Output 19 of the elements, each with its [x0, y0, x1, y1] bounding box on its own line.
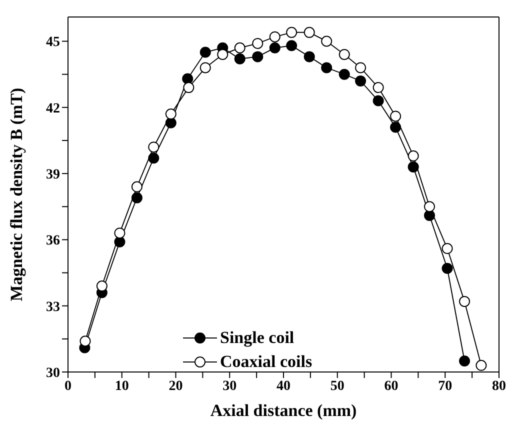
y-tick-label: 42 — [46, 101, 60, 116]
y-tick-label: 39 — [46, 168, 60, 183]
y-tick-label: 36 — [46, 234, 60, 249]
y-tick-label: 30 — [46, 366, 60, 381]
y-axis-title: Magnetic flux density B (mT) — [7, 88, 26, 302]
x-tick-label: 40 — [276, 378, 290, 394]
x-tick-label: 10 — [114, 378, 129, 394]
x-tick-label: 60 — [384, 378, 398, 394]
x-axis-title: Axial distance (mm) — [210, 401, 357, 420]
x-tick-label: 0 — [64, 378, 72, 394]
y-tick-label: 45 — [46, 35, 60, 50]
legend-label: Coaxial coils — [220, 352, 312, 372]
x-tick-label: 30 — [222, 378, 237, 394]
y-tick-label: 33 — [46, 300, 60, 315]
x-tick-label: 80 — [492, 378, 506, 394]
legend-label: Single coil — [220, 328, 294, 348]
x-tick-label: 20 — [168, 378, 183, 394]
x-tick-label: 70 — [438, 378, 452, 394]
x-tick-label: 50 — [330, 378, 344, 394]
